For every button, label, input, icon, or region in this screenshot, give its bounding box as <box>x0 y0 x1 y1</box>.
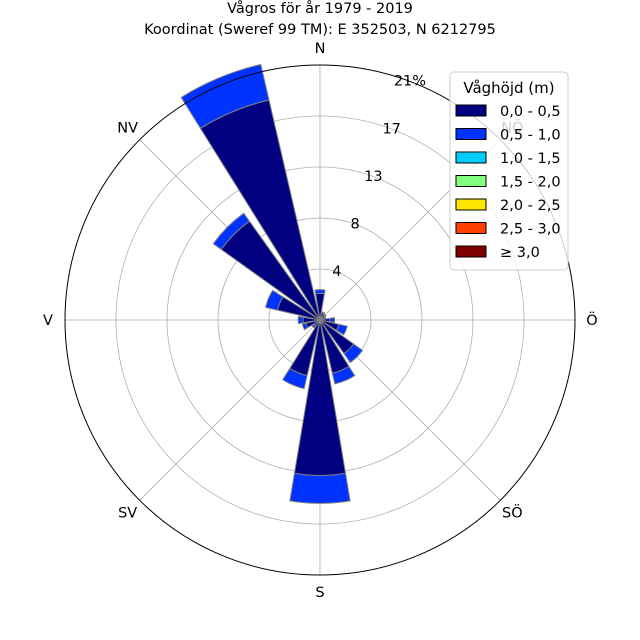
radial-tick-labels: 4 8 13 17 21% <box>332 74 426 280</box>
legend-swatch <box>455 222 487 234</box>
bar-V-series-1 <box>297 315 304 325</box>
legend-swatch <box>455 198 487 211</box>
grid-spoke <box>139 319 321 501</box>
legend-label: 0,5 - 1,0 <box>500 128 561 144</box>
compass-label: Ö <box>586 311 597 329</box>
compass-label: SV <box>118 505 137 521</box>
chart-title: Vågros för år 1979 - 2019 <box>227 0 413 17</box>
bar-NNV-series-1 <box>180 63 270 130</box>
compass-label: S <box>315 585 324 601</box>
bar-VNV-series-1 <box>264 289 284 311</box>
compass-label: V <box>43 313 53 329</box>
chart-subtitle: Koordinat (Sweref 99 TM): E 352503, N 62… <box>144 22 496 38</box>
radial-tick-label: 8 <box>351 217 360 233</box>
bar-N-series-1 <box>314 289 326 295</box>
compass-label: SÖ <box>502 503 523 521</box>
compass-label: N <box>315 41 326 57</box>
radial-tick-label: 17 <box>382 121 400 137</box>
bar-ÖSÖ-series-1 <box>335 323 348 336</box>
bar-S-series-1 <box>289 472 351 504</box>
legend-label: 2,0 - 2,5 <box>500 198 561 214</box>
radial-tick-label: 13 <box>364 169 382 185</box>
legend-label: ≥ 3,0 <box>500 245 540 261</box>
bar-NÖ-series-1 <box>322 313 327 318</box>
compass-label: NV <box>117 121 138 137</box>
legend-title: Våghöjd (m) <box>463 79 554 97</box>
radial-tick-label: 4 <box>332 264 341 280</box>
legend-label: 1,5 - 2,0 <box>500 175 561 191</box>
legend-frame <box>449 71 569 271</box>
radial-tick-label: 21% <box>394 74 426 90</box>
legend-swatch <box>455 245 487 258</box>
legend-label: 2,5 - 3,0 <box>500 222 561 238</box>
legend-swatch <box>455 175 487 187</box>
bar-SSÖ-series-1 <box>331 365 356 385</box>
bar-Ö-series-1 <box>329 317 336 323</box>
legend-swatch <box>455 128 487 140</box>
legend-label: 0,0 - 0,5 <box>500 104 561 120</box>
rose-bars <box>180 63 364 504</box>
legend-label: 1,0 - 1,5 <box>500 151 561 167</box>
legend-swatch <box>455 104 487 117</box>
bar-NV-series-1 <box>212 212 251 251</box>
bar-SÖ-series-1 <box>343 343 364 364</box>
legend-swatch <box>455 151 487 164</box>
bar-VSV-series-1 <box>301 322 309 331</box>
bar-SSV-series-1 <box>282 367 308 390</box>
bar-NNÖ-series-1 <box>321 311 326 315</box>
legend: Våghöjd (m) 0,0 - 0,5 0,5 - 1,0 1,0 - 1,5 1… <box>449 71 569 271</box>
bar-NNV-series-0 <box>199 99 321 321</box>
bar-SV-series-1 <box>311 323 317 329</box>
outer-circle <box>64 64 576 576</box>
